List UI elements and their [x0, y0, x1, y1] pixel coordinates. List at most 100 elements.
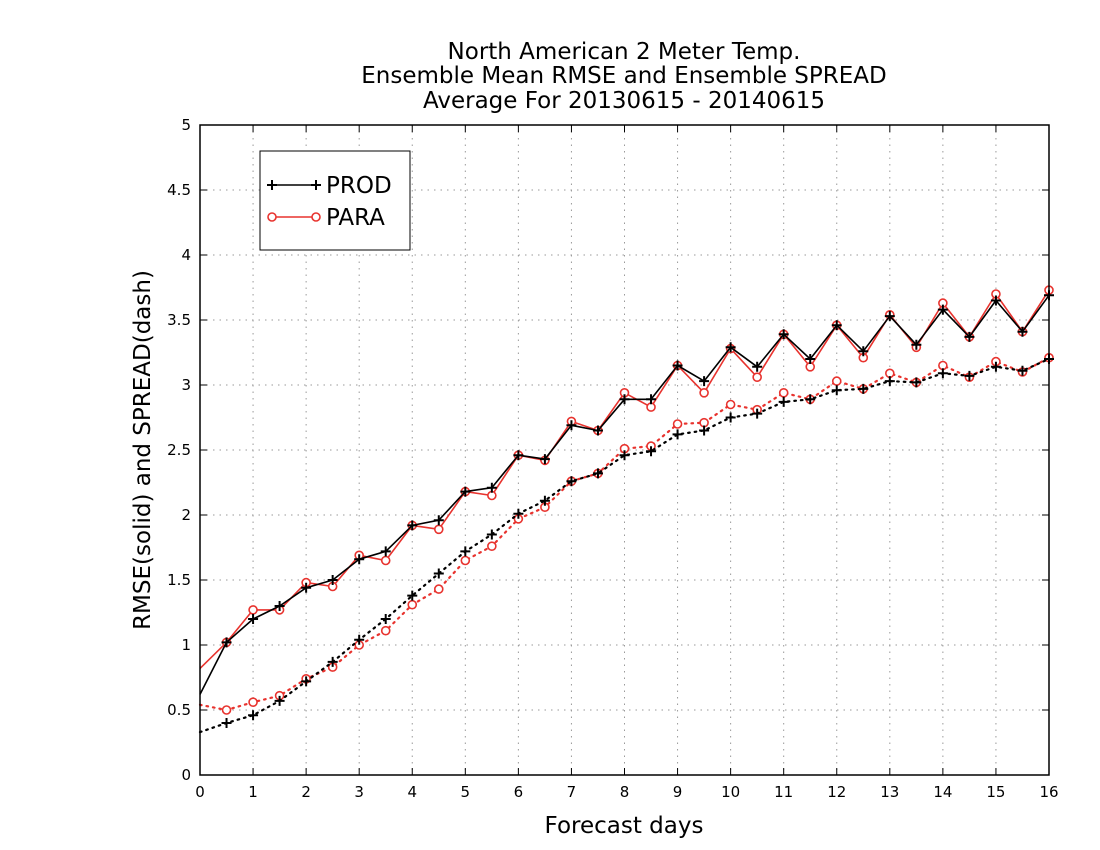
x-tick-label: 12 — [827, 783, 846, 801]
prod-rmse-marker — [937, 304, 948, 315]
x-tick-label: 15 — [986, 783, 1005, 801]
prod-spread-marker — [592, 468, 603, 479]
y-tick-label: 5 — [181, 116, 191, 134]
prod-spread-marker — [539, 495, 550, 506]
prod-rmse-marker — [433, 515, 444, 526]
prod-spread-marker — [990, 361, 1001, 372]
x-axis-title: Forecast days — [545, 813, 704, 839]
prod-spread-marker — [884, 376, 895, 387]
legend-label-para: PARA — [326, 205, 385, 231]
para-spread-marker — [725, 399, 736, 410]
legend-prod-end-marker — [311, 180, 321, 190]
series-line-para-spread — [198, 356, 1051, 712]
para-spread-marker — [407, 599, 418, 610]
prod-spread-marker — [407, 590, 418, 601]
para-rmse-marker — [699, 387, 709, 398]
para-spread-marker — [672, 419, 683, 429]
series-line-prod-rmse — [199, 294, 1050, 695]
y-tick-label: 2 — [181, 506, 191, 524]
prod-spread-marker — [486, 529, 497, 540]
prod-rmse-marker — [858, 346, 869, 357]
prod-spread-marker — [1017, 365, 1028, 376]
prod-rmse-marker — [248, 614, 259, 624]
para-rmse-marker — [433, 524, 444, 535]
x-tick-label: 11 — [774, 783, 793, 801]
prod-spread-marker — [937, 368, 948, 379]
x-tick-label: 2 — [301, 783, 311, 801]
prod-spread-marker — [699, 425, 710, 436]
para-spread-marker — [248, 697, 258, 708]
prod-rmse-marker — [831, 320, 842, 331]
prod-rmse-marker — [274, 601, 285, 611]
prod-rmse-marker — [699, 376, 710, 387]
prod-rmse-marker — [539, 454, 550, 465]
prod-spread-marker — [513, 508, 524, 519]
series-prod-rmse — [199, 290, 1054, 695]
para-spread-marker — [433, 584, 444, 594]
para-spread-marker — [380, 625, 391, 636]
y-tick-label: 0.5 — [167, 701, 191, 719]
x-tick-label: 9 — [673, 783, 683, 801]
x-tick-label: 14 — [933, 783, 952, 801]
ticks — [199, 124, 1050, 776]
prod-rmse-marker — [805, 354, 816, 364]
para-rmse-marker — [380, 555, 391, 566]
x-tick-labels: 0 1 2 3 4 5 6 7 8 9 10 11 12 13 14 15 16 — [195, 783, 1058, 801]
x-tick-label: 3 — [354, 783, 364, 801]
x-tick-label: 7 — [567, 783, 577, 801]
x-tick-label: 4 — [407, 783, 417, 801]
prod-rmse-marker — [752, 361, 763, 372]
para-spread-marker — [885, 368, 895, 379]
y-tick-labels: 0 0.5 1 1.5 2 2.5 3 3.5 4 4.5 5 — [167, 116, 191, 784]
prod-rmse-marker — [964, 331, 975, 342]
prod-rmse-marker — [486, 482, 497, 493]
legend: PROD PARA — [259, 150, 411, 251]
x-tick-label: 8 — [620, 783, 630, 801]
x-tick-label: 16 — [1039, 783, 1058, 801]
y-tick-label: 3.5 — [167, 311, 191, 329]
legend-box — [259, 150, 411, 251]
y-tick-label: 2.5 — [167, 441, 191, 459]
prod-spread-marker — [831, 385, 842, 396]
prod-spread-marker — [248, 710, 259, 721]
y-tick-label: 0 — [181, 766, 191, 784]
y-tick-label: 1 — [181, 636, 191, 654]
y-axis-title: RMSE(solid) and SPREAD(dash) — [130, 270, 156, 630]
y-tick-label: 4.5 — [167, 181, 191, 199]
prod-spread-marker — [646, 446, 657, 457]
prod-spread-marker — [327, 656, 338, 667]
prod-rmse-marker — [460, 486, 471, 497]
prod-spread-marker — [460, 546, 471, 557]
legend-para-start-marker — [267, 212, 277, 222]
prod-rmse-marker — [380, 546, 391, 557]
x-tick-label: 10 — [721, 783, 740, 801]
prod-rmse-marker — [221, 637, 232, 648]
y-tick-label: 3 — [181, 376, 191, 394]
legend-label-prod: PROD — [326, 173, 392, 199]
prod-spread-marker — [354, 634, 365, 645]
y-tick-label: 1.5 — [167, 571, 191, 589]
para-spread-marker — [778, 387, 789, 398]
x-tick-label: 1 — [248, 783, 258, 801]
y-tick-label: 4 — [181, 246, 191, 264]
prod-spread-marker — [380, 614, 391, 624]
para-rmse-marker — [752, 372, 762, 383]
prod-spread-marker — [619, 450, 630, 461]
prod-rmse-marker — [407, 520, 418, 531]
prod-spread-marker — [911, 377, 922, 388]
legend-para-end-marker — [311, 212, 321, 222]
legend-prod-start-marker — [267, 180, 277, 190]
prod-rmse-marker — [911, 339, 922, 350]
prod-spread-marker — [778, 396, 789, 407]
prod-spread-marker — [752, 408, 763, 419]
prod-rmse-marker — [354, 554, 365, 565]
prod-rmse-marker — [990, 295, 1001, 306]
prod-rmse-marker — [646, 394, 657, 405]
prod-rmse-marker — [327, 575, 338, 585]
prod-spread-marker — [301, 676, 312, 687]
prod-rmse-marker — [884, 311, 895, 322]
prod-rmse-marker — [301, 582, 312, 593]
prod-spread-marker — [433, 568, 444, 579]
series-prod-spread — [198, 354, 1054, 734]
